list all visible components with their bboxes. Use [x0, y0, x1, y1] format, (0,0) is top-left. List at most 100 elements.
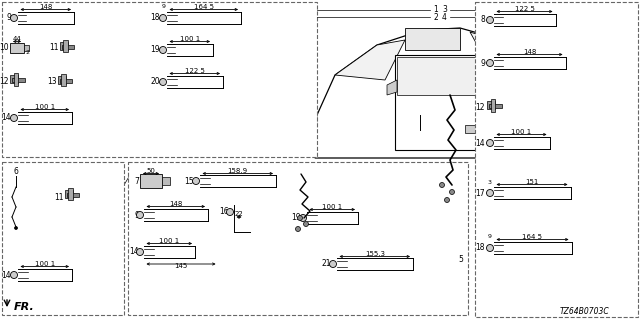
Bar: [12, 78, 25, 82]
Circle shape: [300, 214, 307, 221]
Text: 12: 12: [476, 102, 485, 111]
Circle shape: [15, 227, 17, 229]
Circle shape: [303, 221, 308, 227]
Text: 100 1: 100 1: [322, 204, 342, 210]
Text: 14: 14: [129, 247, 139, 257]
Circle shape: [445, 197, 449, 203]
Text: 14: 14: [476, 139, 485, 148]
Bar: [60, 42, 68, 50]
Text: 11: 11: [54, 193, 64, 202]
Bar: [140, 174, 162, 188]
Bar: [61, 74, 66, 86]
Text: TZ64B0703C: TZ64B0703C: [560, 308, 610, 316]
Text: 148: 148: [169, 201, 182, 207]
Text: 2: 2: [25, 51, 29, 55]
Circle shape: [159, 78, 166, 85]
Bar: [397, 57, 508, 95]
Text: 21: 21: [321, 260, 331, 268]
Bar: [65, 190, 73, 198]
Circle shape: [330, 260, 337, 268]
Text: 14: 14: [1, 114, 11, 123]
Text: 18: 18: [150, 13, 160, 22]
Text: 155.3: 155.3: [365, 251, 385, 257]
Text: 20: 20: [150, 77, 160, 86]
Bar: [490, 99, 495, 111]
Text: 100 1: 100 1: [35, 104, 55, 110]
Bar: [58, 76, 66, 84]
Text: 14: 14: [1, 270, 11, 279]
Bar: [13, 73, 19, 85]
Text: 1: 1: [433, 5, 438, 14]
Circle shape: [296, 227, 301, 231]
Circle shape: [10, 115, 17, 122]
Circle shape: [486, 60, 493, 67]
Text: 12: 12: [0, 76, 9, 85]
Text: FR.: FR.: [13, 302, 35, 312]
Circle shape: [486, 244, 493, 252]
Text: 6: 6: [13, 167, 19, 177]
Text: 7: 7: [134, 177, 139, 186]
Text: 3: 3: [488, 180, 492, 185]
Polygon shape: [315, 28, 520, 158]
Text: 100 1: 100 1: [35, 261, 55, 267]
Circle shape: [136, 212, 143, 219]
Text: 9: 9: [134, 211, 139, 220]
Text: 9: 9: [480, 59, 485, 68]
Circle shape: [10, 14, 17, 21]
Text: 18: 18: [476, 244, 485, 252]
Circle shape: [159, 14, 166, 21]
Bar: [2, 2, 317, 157]
Bar: [60, 79, 72, 83]
Circle shape: [486, 189, 493, 196]
Bar: [475, 2, 638, 317]
Bar: [10, 43, 24, 53]
Text: 9: 9: [6, 13, 11, 22]
Text: 16: 16: [220, 207, 229, 217]
Bar: [62, 44, 74, 49]
Circle shape: [486, 17, 493, 23]
Polygon shape: [335, 40, 405, 80]
Circle shape: [136, 249, 143, 255]
Bar: [465, 125, 487, 133]
Text: 100 1: 100 1: [511, 129, 532, 135]
Bar: [68, 188, 73, 200]
Text: 164 5: 164 5: [522, 234, 543, 240]
Text: 44: 44: [13, 36, 21, 42]
Circle shape: [193, 178, 200, 185]
Text: 50: 50: [147, 168, 156, 174]
Circle shape: [486, 140, 493, 147]
Text: 11: 11: [49, 43, 59, 52]
Polygon shape: [470, 32, 505, 60]
Text: 148: 148: [39, 4, 52, 10]
Bar: [405, 28, 460, 50]
Bar: [24, 45, 29, 51]
Text: 145: 145: [174, 263, 188, 269]
Text: 9: 9: [488, 235, 492, 239]
Text: 2: 2: [433, 12, 438, 21]
Text: 19: 19: [150, 45, 160, 54]
Text: 5: 5: [458, 255, 463, 265]
Text: 19: 19: [291, 213, 301, 222]
Text: 17: 17: [476, 188, 485, 197]
Bar: [63, 40, 68, 52]
Text: 13: 13: [47, 76, 57, 85]
Text: 22: 22: [235, 212, 243, 218]
Circle shape: [449, 189, 454, 195]
Text: 100 1: 100 1: [159, 238, 179, 244]
Circle shape: [10, 271, 17, 278]
Text: 10: 10: [0, 44, 9, 52]
Text: 9: 9: [162, 4, 166, 10]
Text: 122 5: 122 5: [515, 6, 534, 12]
Text: 15: 15: [184, 177, 194, 186]
Text: 8: 8: [480, 15, 485, 25]
Text: 3: 3: [442, 5, 447, 14]
Circle shape: [440, 182, 445, 188]
Bar: [395, 55, 510, 150]
Bar: [10, 75, 19, 84]
Bar: [128, 162, 468, 315]
Circle shape: [159, 46, 166, 53]
Text: 151: 151: [525, 179, 539, 185]
Bar: [67, 193, 79, 196]
Circle shape: [298, 215, 303, 220]
Bar: [162, 177, 170, 185]
